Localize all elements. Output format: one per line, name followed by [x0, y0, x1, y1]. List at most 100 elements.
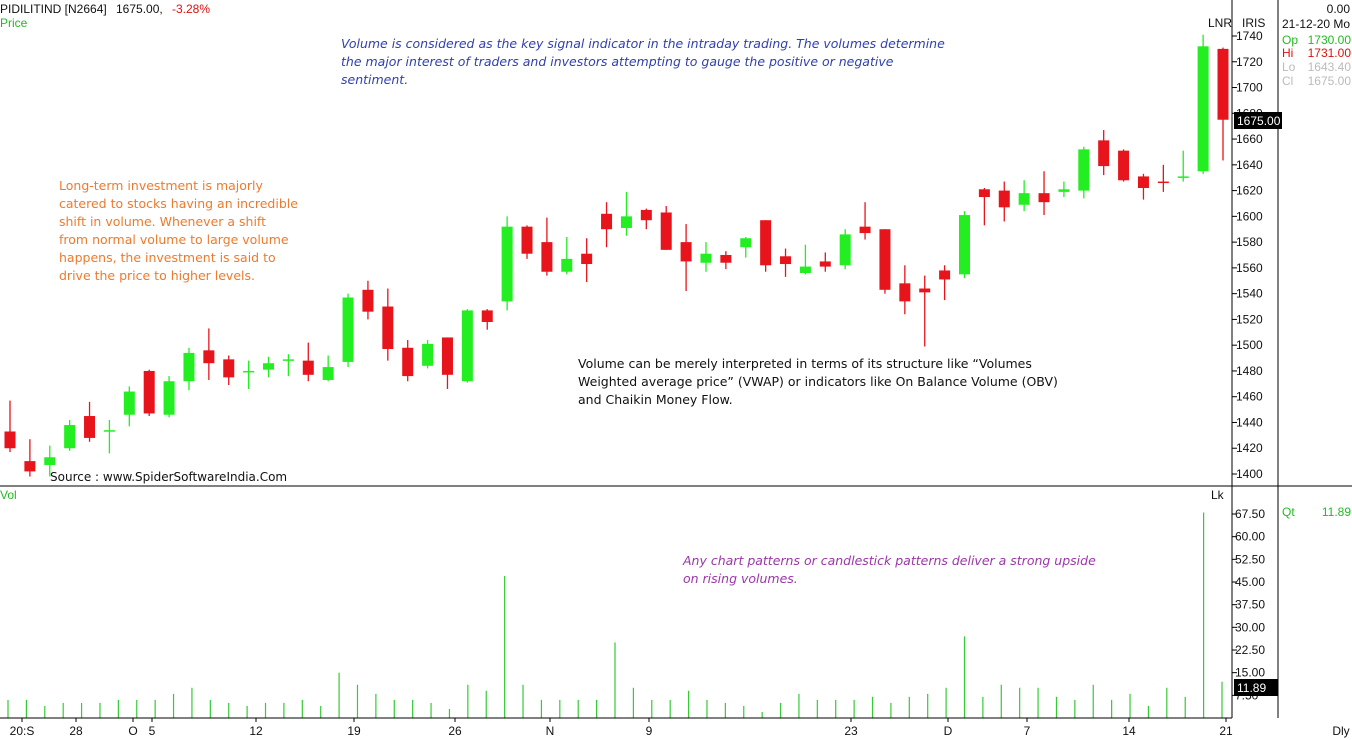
candle	[1038, 171, 1050, 216]
info-zero: 0.00	[1327, 2, 1351, 16]
candle	[859, 202, 871, 240]
candle-body	[441, 337, 453, 375]
candle	[441, 337, 453, 389]
candle-body	[501, 226, 513, 302]
candle-body	[24, 461, 36, 472]
price-tick-label: 1460	[1236, 390, 1263, 404]
candle	[819, 252, 831, 272]
time-tick-label: 5	[149, 724, 156, 738]
candle	[1157, 164, 1169, 192]
candle	[919, 275, 931, 347]
candle	[1137, 173, 1149, 200]
candle	[183, 347, 195, 391]
candle-body	[819, 261, 831, 267]
candle-body	[799, 266, 811, 274]
time-tick-label: 28	[69, 724, 83, 738]
candle-body	[402, 347, 414, 377]
candle-body	[561, 258, 573, 272]
candle-body	[481, 310, 493, 322]
price-tick-label: 1480	[1236, 364, 1263, 378]
candle	[1098, 130, 1110, 176]
candle	[601, 202, 613, 248]
candle	[382, 288, 394, 361]
price-tick-label: 1500	[1236, 338, 1263, 352]
price-tick-label: 1520	[1236, 312, 1263, 326]
annotation-long-term: Long-term investment is majorly catered …	[59, 178, 298, 283]
candle	[640, 208, 652, 230]
candle-body	[1038, 193, 1050, 203]
price-tick-label: 1420	[1236, 441, 1263, 455]
candle-body	[1058, 189, 1070, 192]
info-date: 21-12-20 Mo	[1282, 17, 1350, 31]
annotation-vwap: Volume can be merely interpreted in term…	[578, 356, 1058, 407]
candle	[1177, 150, 1189, 182]
candle	[1118, 149, 1130, 182]
qt-value: 11.89	[1322, 505, 1351, 519]
candle	[163, 376, 175, 418]
candle	[939, 265, 951, 301]
candle	[899, 265, 911, 315]
candle-body	[899, 283, 911, 302]
candle-body	[422, 343, 434, 366]
volume-badge-bg	[1234, 679, 1278, 696]
candle-body	[1078, 149, 1090, 191]
candle	[362, 280, 374, 320]
candle	[1197, 34, 1209, 174]
candle-body	[620, 216, 632, 228]
candle	[263, 356, 275, 378]
candle-body	[958, 215, 970, 275]
candle-body	[243, 370, 255, 373]
candle	[422, 340, 434, 369]
candle-body	[1217, 48, 1229, 120]
candle-body	[978, 189, 990, 198]
hi-value: 1731.00	[1308, 46, 1352, 60]
time-tick-label: 19	[347, 724, 361, 738]
candle	[322, 355, 334, 382]
candle-body	[322, 367, 334, 380]
time-tick-label: 9	[646, 724, 653, 738]
candle-body	[163, 381, 175, 415]
price-tick-label: 1640	[1236, 158, 1263, 172]
lo-label: Lo	[1282, 60, 1296, 74]
candle	[203, 328, 215, 380]
candle	[1217, 47, 1229, 161]
candles	[4, 34, 1229, 477]
price-tick-label: 1720	[1236, 55, 1263, 69]
candle	[839, 229, 851, 270]
candle-body	[601, 213, 613, 230]
lo-value: 1643.40	[1308, 60, 1352, 74]
candle	[1018, 180, 1030, 212]
candle	[44, 445, 56, 477]
volume-tick-label: 45.00	[1235, 575, 1265, 589]
price-tick-label: 1600	[1236, 209, 1263, 223]
price-tick-label: 1740	[1236, 29, 1263, 43]
candle	[501, 216, 513, 311]
candle-body	[680, 242, 692, 262]
candle-body	[461, 310, 473, 382]
time-tick-label: Dly	[1332, 724, 1349, 738]
candle	[879, 229, 891, 294]
volume-tick-label: 37.50	[1235, 598, 1265, 612]
volume-label: Vol	[0, 488, 17, 502]
price-tick-label: 1660	[1236, 132, 1263, 146]
candle	[103, 419, 115, 454]
candle	[760, 220, 772, 272]
time-tick-label: 7	[1024, 724, 1031, 738]
candle	[680, 224, 692, 292]
candle-body	[64, 425, 76, 449]
price-tick-label: 1580	[1236, 235, 1263, 249]
candle	[799, 244, 811, 275]
candle	[700, 242, 712, 272]
candle	[541, 217, 553, 276]
candle	[302, 342, 314, 382]
annotation-volume-signal: Volume is considered as the key signal i…	[341, 36, 945, 87]
candle	[521, 225, 533, 259]
price-badge: 1675.00	[1237, 114, 1281, 128]
price-tick-label: 1540	[1236, 287, 1263, 301]
candle-body	[44, 457, 56, 465]
candle	[780, 248, 792, 277]
candle-body	[1098, 140, 1110, 167]
candle-body	[660, 212, 672, 250]
candle-body	[223, 359, 235, 378]
